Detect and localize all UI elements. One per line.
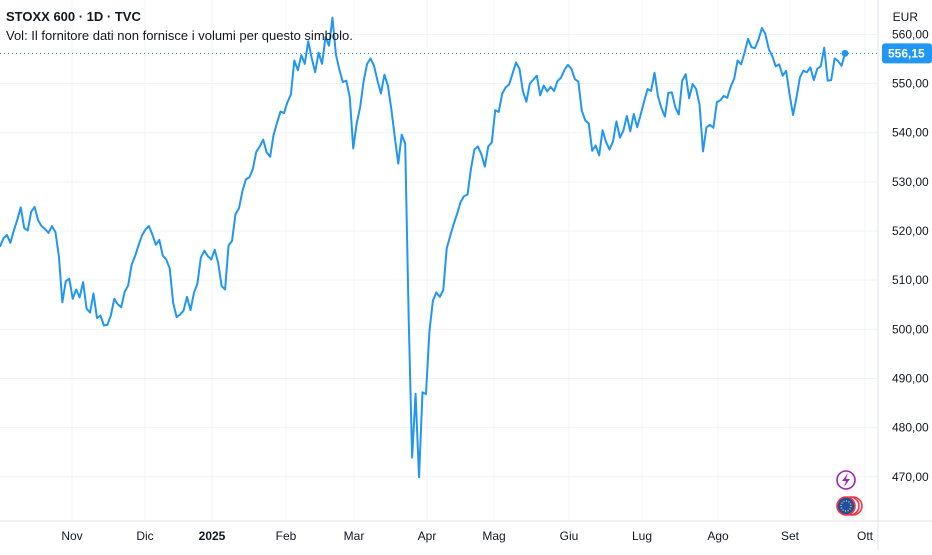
x-tick-label: Dic xyxy=(136,529,153,543)
last-price-layer: 556,15 xyxy=(0,43,932,64)
y-tick-label: 510,00 xyxy=(892,273,929,287)
x-tick-label: Nov xyxy=(61,529,82,543)
y-tick-label: 550,00 xyxy=(892,77,929,91)
x-tick-label: Giu xyxy=(560,529,579,543)
series-layer xyxy=(0,16,846,479)
price-line[interactable] xyxy=(0,16,846,479)
y-tick-label: 490,00 xyxy=(892,371,929,385)
x-tick-label: Ago xyxy=(707,529,729,543)
y-tick-label: 520,00 xyxy=(892,224,929,238)
x-tick-label: Apr xyxy=(418,529,437,543)
x-tick-label: Ott xyxy=(857,529,874,543)
x-tick-label: Set xyxy=(781,529,800,543)
y-tick-label: 500,00 xyxy=(892,322,929,336)
last-price-badge xyxy=(882,43,932,64)
last-price-label: 556,15 xyxy=(888,46,925,60)
y-tick-label: 480,00 xyxy=(892,421,929,435)
x-tick-label: Mar xyxy=(344,529,365,543)
volume-note: Vol: Il fornitore dati non fornisce i vo… xyxy=(6,28,353,43)
eu-flag-icon[interactable] xyxy=(836,496,863,516)
y-tick-label: 560,00 xyxy=(892,27,929,41)
y-tick-label: 540,00 xyxy=(892,126,929,140)
chart-header: STOXX 600 · 1D · TVC Vol: Il fornitore d… xyxy=(6,8,353,44)
x-tick-label: Feb xyxy=(276,529,297,543)
grid xyxy=(0,0,878,521)
last-point-dot xyxy=(841,49,849,57)
y-axis: 470,00 480,00 490,00 500,00 510,00 520,00 530,… xyxy=(877,0,929,550)
x-tick-label: Lug xyxy=(632,529,652,543)
lightning-icon[interactable] xyxy=(836,470,856,490)
y-tick-label: 530,00 xyxy=(892,175,929,189)
x-tick-label: 2025 xyxy=(199,529,226,543)
symbol-title[interactable]: STOXX 600 · 1D · TVC xyxy=(6,9,141,24)
y-tick-label: 470,00 xyxy=(892,470,929,484)
x-axis: Nov Dic 2025 Feb Mar Apr Mag Giu Lug Ago Set Ott xyxy=(0,520,932,543)
x-tick-label: Mag xyxy=(482,529,505,543)
currency-button[interactable]: EUR xyxy=(892,10,918,24)
